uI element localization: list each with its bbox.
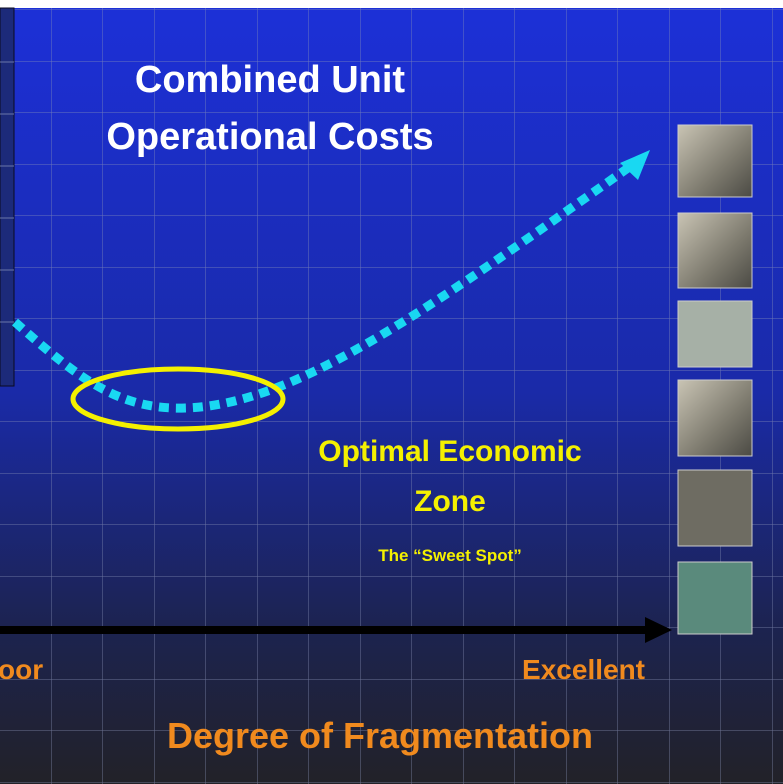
- annotation-subtitle: The “Sweet Spot”: [378, 546, 522, 565]
- title-line: Combined Unit: [135, 59, 406, 101]
- annotation-line: Optimal Economic: [318, 435, 581, 468]
- axis-title: Degree of Fragmentation: [167, 715, 593, 756]
- top-strip: [0, 0, 783, 8]
- axis-left-label: oor: [0, 654, 43, 685]
- annotation-line: Zone: [414, 485, 486, 518]
- axis-right-label: Excellent: [522, 654, 645, 685]
- side-panel: [0, 7, 15, 387]
- curve-arrowhead: [620, 150, 650, 180]
- optimal-zone-ellipse: [70, 366, 286, 432]
- thumbnails: [677, 124, 753, 635]
- x-axis-arrowhead: [645, 617, 672, 643]
- cost-curve: [12, 164, 631, 413]
- title-line: Operational Costs: [106, 116, 433, 158]
